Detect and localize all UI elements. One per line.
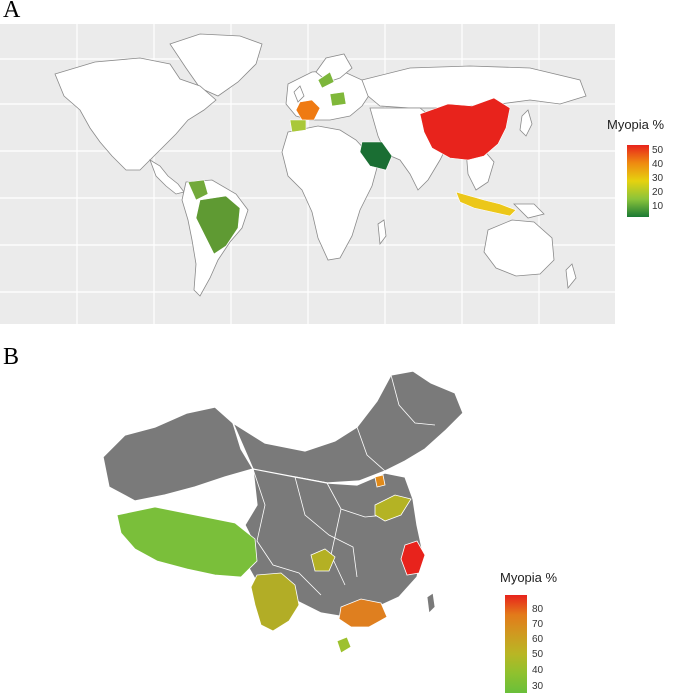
highlighted-countries [187,71,517,255]
taiwan-shape [426,592,436,614]
saudi-arabia-region [359,141,393,171]
legend-tick-b-0: 80 [532,604,544,615]
legend-tick-b-2: 60 [532,634,544,645]
panel-label-a: A [3,0,21,23]
china-region [419,97,511,161]
finland-region [317,71,335,89]
legend-title-a: Myopia % [607,117,665,132]
north-provinces-shape [231,370,464,484]
legend-tick-a-1: 40 [652,159,664,170]
tianjin-region [374,474,386,488]
legend-colorbar-a [627,145,649,217]
china-province-map [102,370,464,654]
tibet-region [116,506,258,578]
shandong-region [374,494,412,522]
japan-shape [519,109,533,137]
hainan-region [336,636,352,654]
poland-region [329,91,347,107]
new-zealand-shape [565,263,577,290]
chongqing-region [310,548,336,572]
greenland-shape [169,33,263,97]
brazil-region [195,195,241,255]
world-map [0,24,615,324]
panel-label-b: B [3,344,20,370]
legend-tick-a-3: 20 [652,187,664,198]
france-region [295,99,321,121]
iberia-region [289,119,307,133]
legend-tick-a-2: 30 [652,173,664,184]
australia-shape [483,219,555,277]
legend-colorbar-b [505,595,527,693]
legend-tick-b-3: 50 [532,649,544,660]
legend-tick-b-1: 70 [532,619,544,630]
legend-tick-a-4: 10 [652,201,664,212]
guangdong-region [338,598,388,628]
zhejiang-region [400,540,426,576]
uk-shape [293,85,305,103]
papua-shape [513,203,545,219]
russia-shape [361,65,587,109]
legend-tick-b-4: 40 [532,665,544,676]
highlighted-provinces [116,474,426,654]
yunnan-region [250,572,300,632]
north-america-shape [54,57,217,171]
colombia-region [187,179,209,201]
legend-tick-a-0: 50 [652,145,664,156]
xinjiang-shape [102,406,254,502]
legend-tick-b-5: 30 [532,681,544,692]
africa-shape [281,125,379,261]
indonesia-region [455,191,517,217]
madagascar-shape [377,219,387,246]
legend-title-b: Myopia % [500,570,558,585]
